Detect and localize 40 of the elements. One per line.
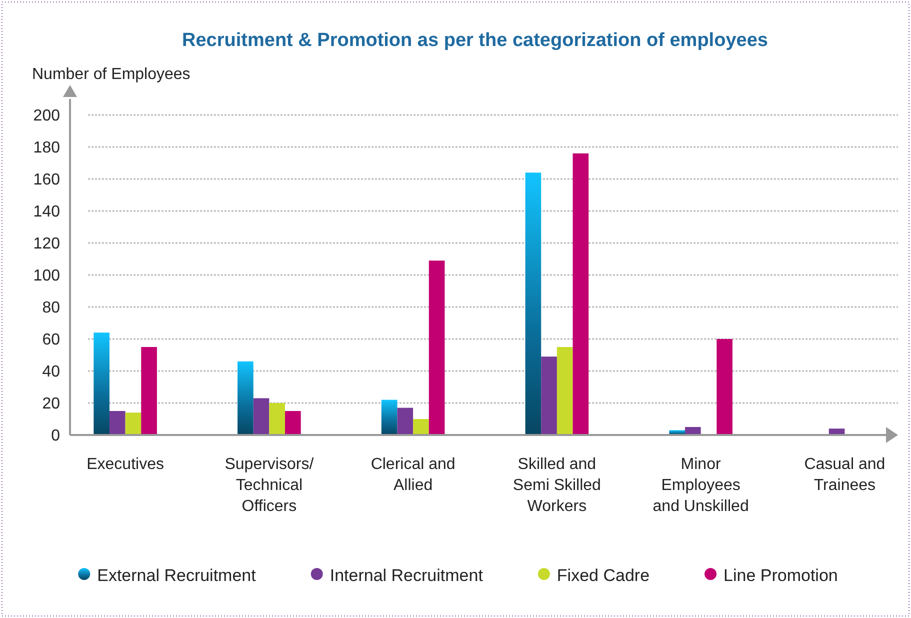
- legend-label: Fixed Cadre: [556, 566, 650, 585]
- y-tick-label: 40: [42, 364, 60, 381]
- bar: [381, 400, 398, 435]
- bar: [397, 408, 414, 435]
- y-tick-label: 0: [51, 428, 60, 445]
- x-tick-label: Skilled and Semi Skilled Workers: [512, 456, 601, 515]
- chart-title: Recruitment & Promotion as per the categorization of employees: [182, 30, 768, 51]
- legend-label: External Recruitment: [97, 566, 256, 585]
- y-tick-label: 120: [33, 236, 60, 253]
- y-tick-label: 180: [33, 140, 60, 157]
- bar: [125, 412, 142, 435]
- y-tick-label: 80: [42, 300, 60, 317]
- legend-label: Internal Recruitment: [330, 566, 484, 585]
- x-tick-label: Executives: [86, 456, 164, 473]
- bar: [109, 411, 126, 435]
- y-tick-label: 200: [33, 108, 60, 125]
- y-tick-label: 160: [33, 172, 60, 189]
- x-tick-label: Clerical and Allied: [370, 456, 456, 494]
- bar: [269, 403, 286, 435]
- y-tick-label: 140: [33, 204, 60, 221]
- bar: [285, 411, 301, 435]
- bar: [413, 419, 429, 435]
- x-tick-label: Casual and Trainees: [804, 456, 886, 494]
- bar: [525, 172, 542, 435]
- bar: [428, 260, 445, 435]
- y-axis-title: Number of Employees: [32, 66, 190, 83]
- x-tick-label: Minor Employees and Unskilled: [652, 456, 749, 515]
- bar: [238, 361, 254, 435]
- bar: [253, 398, 270, 435]
- bar: [541, 356, 557, 435]
- y-tick-label: 20: [42, 396, 60, 413]
- bar: [94, 332, 110, 435]
- y-tick-label: 60: [42, 332, 60, 349]
- x-tick-label: Supervisors/ Technical Officers: [224, 456, 314, 515]
- bar: [556, 347, 573, 435]
- y-tick-label: 100: [33, 268, 60, 285]
- bar: [716, 339, 732, 435]
- bar: [141, 347, 157, 435]
- legend-label: Line Promotion: [724, 566, 838, 585]
- bar: [572, 153, 589, 435]
